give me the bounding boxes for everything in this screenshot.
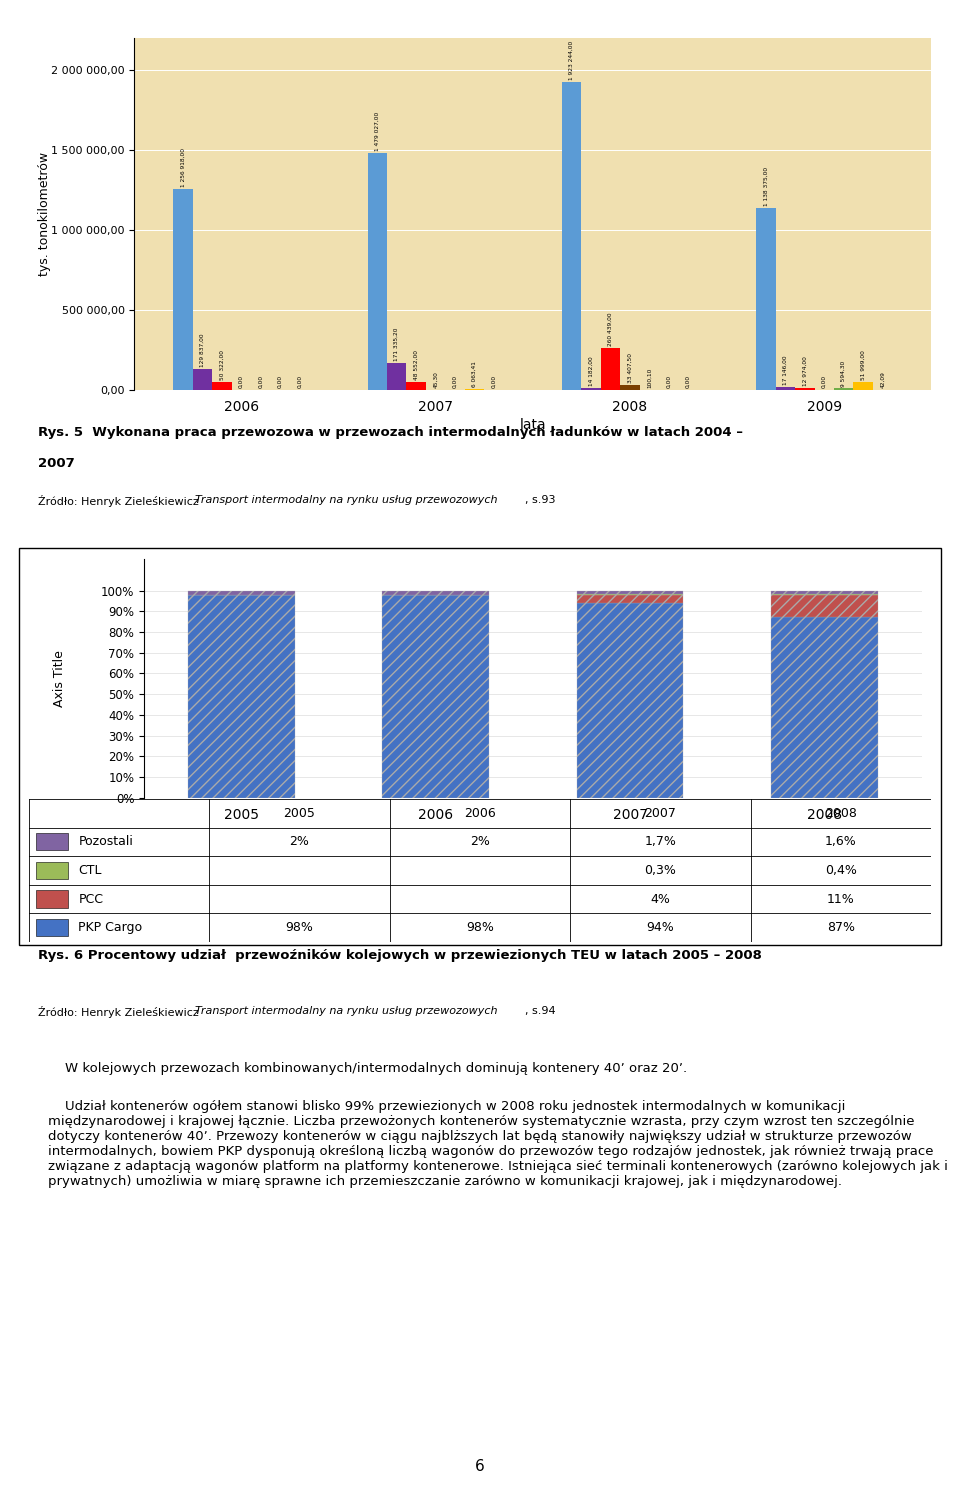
Text: Transport intermodalny na rynku usług przewozowych: Transport intermodalny na rynku usług pr… <box>195 495 497 506</box>
Text: 1 479 027,00: 1 479 027,00 <box>374 112 380 152</box>
Text: 45,30: 45,30 <box>433 370 438 388</box>
Text: 2007: 2007 <box>38 456 75 470</box>
Text: 87%: 87% <box>827 921 855 934</box>
Text: 0,00: 0,00 <box>666 375 671 388</box>
Text: 48 552,00: 48 552,00 <box>414 351 419 381</box>
Bar <box>387 363 406 390</box>
Text: CTL: CTL <box>79 864 102 877</box>
Text: 2007: 2007 <box>644 807 677 819</box>
Bar <box>582 387 601 390</box>
Text: 0,3%: 0,3% <box>644 864 677 877</box>
Text: 1 138 375,00: 1 138 375,00 <box>763 166 769 206</box>
Bar <box>368 153 387 390</box>
Bar <box>577 603 684 798</box>
Text: PKP Cargo: PKP Cargo <box>79 921 142 934</box>
Text: 1,6%: 1,6% <box>825 836 857 849</box>
Bar <box>795 388 815 390</box>
Text: 0,00: 0,00 <box>258 375 263 388</box>
Text: , s.93: , s.93 <box>525 495 556 506</box>
Text: 0,00: 0,00 <box>297 375 302 388</box>
Bar <box>577 591 684 594</box>
Text: 0,00: 0,00 <box>685 375 691 388</box>
Text: Rys. 5  Wykonana praca przewozowa w przewozach intermodalnych ładunków w latach : Rys. 5 Wykonana praca przewozowa w przew… <box>38 426 743 439</box>
Text: 1 256 918,00: 1 256 918,00 <box>180 147 185 186</box>
Text: 17 146,00: 17 146,00 <box>783 356 788 386</box>
Bar <box>853 381 873 390</box>
Text: Źródło: Henryk Zieleśkiewicz: Źródło: Henryk Zieleśkiewicz <box>38 495 203 507</box>
Text: 2006: 2006 <box>464 807 496 819</box>
Text: W kolejowych przewozach kombinowanych/intermodalnych dominują kontenery 40ʼ oraz: W kolejowych przewozach kombinowanych/in… <box>48 1062 687 1076</box>
Bar <box>601 348 620 390</box>
Text: 50 322,00: 50 322,00 <box>219 350 225 380</box>
Text: Źródło: Henryk Zieleśkiewicz: Źródło: Henryk Zieleśkiewicz <box>38 1005 203 1017</box>
Bar <box>36 833 67 850</box>
Text: 0,00: 0,00 <box>452 375 458 388</box>
Text: 0,4%: 0,4% <box>825 864 857 877</box>
Bar <box>36 891 67 908</box>
Bar <box>577 594 684 603</box>
Bar <box>776 387 795 390</box>
Text: 14 182,00: 14 182,00 <box>588 356 593 386</box>
Bar <box>212 382 231 390</box>
Text: 2%: 2% <box>290 836 309 849</box>
Text: 100,10: 100,10 <box>647 368 652 388</box>
Text: 94%: 94% <box>647 921 674 934</box>
Bar <box>36 920 67 936</box>
Text: 6: 6 <box>475 1458 485 1473</box>
Bar <box>756 207 776 390</box>
Text: PCC: PCC <box>79 892 104 906</box>
Text: 2005: 2005 <box>283 807 316 819</box>
Text: 1 923 244,00: 1 923 244,00 <box>569 40 574 80</box>
Text: 171 335,20: 171 335,20 <box>395 327 399 360</box>
Text: Transport intermodalny na rynku usług przewozowych: Transport intermodalny na rynku usług pr… <box>195 1005 497 1016</box>
Text: 6 063,41: 6 063,41 <box>472 362 477 387</box>
Text: Rys. 6 Procentowy udział  przewoźników kolejowych w przewiezionych TEU w latach : Rys. 6 Procentowy udział przewoźników ko… <box>38 950 762 963</box>
Bar <box>188 594 295 798</box>
Bar <box>36 862 67 879</box>
Text: 129 837,00: 129 837,00 <box>200 333 204 368</box>
Text: 98%: 98% <box>285 921 314 934</box>
Text: 33 407,50: 33 407,50 <box>628 352 633 382</box>
Bar <box>771 591 877 594</box>
Text: 0,00: 0,00 <box>822 375 827 388</box>
Bar <box>562 82 582 390</box>
X-axis label: lata: lata <box>519 419 546 432</box>
Text: 42,09: 42,09 <box>880 370 885 388</box>
Bar <box>173 189 193 390</box>
Text: Udział kontenerów ogółem stanowi blisko 99% przewiezionych w 2008 roku jednostek: Udział kontenerów ogółem stanowi blisko … <box>48 1100 948 1188</box>
Bar <box>834 388 853 390</box>
Bar <box>382 591 489 594</box>
Y-axis label: tys. tonokilometrów: tys. tonokilometrów <box>37 152 51 276</box>
Bar <box>406 382 426 390</box>
Text: 9 594,30: 9 594,30 <box>841 360 847 387</box>
Text: 0,00: 0,00 <box>492 375 496 388</box>
Bar <box>771 594 877 618</box>
Text: 11%: 11% <box>828 892 854 906</box>
Text: 0,00: 0,00 <box>277 375 282 388</box>
Text: 98%: 98% <box>466 921 494 934</box>
Text: 2008: 2008 <box>825 807 857 819</box>
Bar <box>188 591 295 594</box>
Bar <box>382 594 489 798</box>
Text: 12 974,00: 12 974,00 <box>803 356 807 386</box>
Text: 0,00: 0,00 <box>239 375 244 388</box>
Text: 4%: 4% <box>651 892 670 906</box>
Text: 2%: 2% <box>470 836 490 849</box>
Text: 260 439,00: 260 439,00 <box>608 312 613 346</box>
Text: 51 999,00: 51 999,00 <box>861 350 866 380</box>
Text: , s.94: , s.94 <box>525 1005 556 1016</box>
Text: Pozostali: Pozostali <box>79 836 133 849</box>
Bar <box>771 618 877 798</box>
Bar <box>193 369 212 390</box>
Text: 1,7%: 1,7% <box>644 836 677 849</box>
Bar <box>620 384 639 390</box>
Y-axis label: Axis Title: Axis Title <box>53 650 66 706</box>
